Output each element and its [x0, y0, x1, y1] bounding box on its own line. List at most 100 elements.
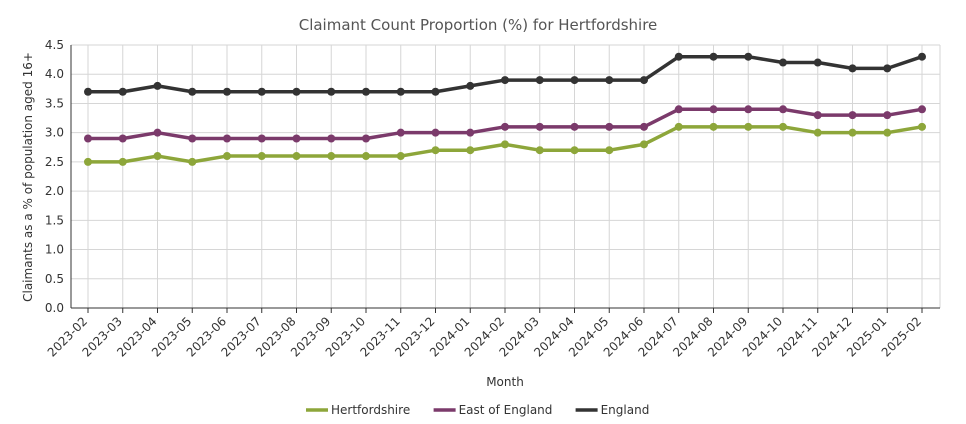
data-point[interactable]	[883, 111, 892, 120]
y-tick-label: 1.0	[45, 243, 64, 257]
data-point[interactable]	[327, 87, 336, 96]
data-point[interactable]	[779, 58, 787, 67]
data-point[interactable]	[466, 81, 475, 90]
data-point[interactable]	[918, 105, 926, 114]
data-point[interactable]	[118, 157, 127, 166]
data-point[interactable]	[674, 105, 683, 114]
data-point[interactable]	[848, 128, 857, 137]
data-point[interactable]	[501, 122, 509, 131]
data-point[interactable]	[709, 122, 718, 131]
data-point[interactable]	[84, 87, 92, 96]
gridlines	[70, 44, 941, 309]
data-point[interactable]	[813, 111, 822, 120]
legend-item[interactable]: England	[575, 403, 650, 417]
data-point[interactable]	[84, 134, 92, 143]
data-point[interactable]	[118, 87, 127, 96]
data-point[interactable]	[570, 76, 579, 85]
data-point[interactable]	[640, 122, 648, 131]
data-point[interactable]	[431, 146, 440, 155]
data-point[interactable]	[501, 76, 509, 85]
data-point[interactable]	[883, 64, 892, 73]
data-point[interactable]	[744, 122, 753, 131]
data-point[interactable]	[396, 152, 405, 161]
y-tick-label: 0.5	[45, 272, 64, 286]
data-point[interactable]	[223, 152, 231, 161]
data-point[interactable]	[605, 122, 614, 131]
data-point[interactable]	[709, 52, 718, 61]
series-hertfordshire[interactable]	[84, 122, 926, 166]
y-axis-title: Claimants as a % of population aged 16+	[21, 52, 35, 302]
data-point[interactable]	[292, 152, 301, 161]
y-axis-ticks: 0.0 0.5 1.0 1.5 2.0 2.5 3.0 3.5 4.0 4.5	[45, 38, 64, 315]
data-point[interactable]	[257, 134, 266, 143]
data-point[interactable]	[153, 152, 162, 161]
legend-label: East of England	[459, 403, 553, 417]
data-point[interactable]	[292, 134, 301, 143]
data-point[interactable]	[327, 152, 336, 161]
data-point[interactable]	[640, 76, 648, 85]
data-point[interactable]	[744, 105, 753, 114]
data-point[interactable]	[848, 111, 857, 120]
legend-label: Hertfordshire	[331, 403, 410, 417]
legend-item[interactable]: East of England	[433, 403, 553, 417]
legend-item[interactable]: Hertfordshire	[306, 403, 410, 417]
y-tick-label: 1.5	[45, 213, 64, 227]
data-point[interactable]	[674, 52, 683, 61]
data-point[interactable]	[223, 87, 231, 96]
data-point[interactable]	[918, 52, 926, 61]
data-point[interactable]	[362, 87, 370, 96]
data-point[interactable]	[779, 105, 787, 114]
y-tick-label: 3.0	[45, 126, 64, 140]
data-point[interactable]	[396, 128, 405, 137]
data-point[interactable]	[396, 87, 405, 96]
data-point[interactable]	[431, 128, 440, 137]
x-axis-title: Month	[486, 375, 524, 389]
data-point[interactable]	[188, 157, 197, 166]
data-point[interactable]	[779, 122, 787, 131]
data-point[interactable]	[362, 134, 370, 143]
data-point[interactable]	[188, 134, 197, 143]
y-tick-label: 0.0	[45, 301, 64, 315]
data-point[interactable]	[501, 140, 509, 149]
data-point[interactable]	[466, 146, 475, 155]
y-tick-label: 2.0	[45, 184, 64, 198]
data-point[interactable]	[223, 134, 231, 143]
data-point[interactable]	[570, 146, 579, 155]
data-point[interactable]	[257, 87, 266, 96]
series-lines	[84, 52, 926, 166]
data-point[interactable]	[605, 146, 614, 155]
data-point[interactable]	[431, 87, 440, 96]
data-point[interactable]	[153, 128, 162, 137]
x-axis-ticks: 2023-022023-032023-042023-052023-062023-…	[45, 308, 924, 360]
data-point[interactable]	[153, 81, 162, 90]
data-point[interactable]	[605, 76, 614, 85]
data-point[interactable]	[813, 128, 822, 137]
chart-title: Claimant Count Proportion (%) for Hertfo…	[299, 16, 658, 34]
data-point[interactable]	[292, 87, 301, 96]
data-point[interactable]	[848, 64, 857, 73]
data-point[interactable]	[327, 134, 336, 143]
y-tick-label: 4.0	[45, 67, 64, 81]
data-point[interactable]	[535, 76, 544, 85]
data-point[interactable]	[535, 146, 544, 155]
series-east-of-england[interactable]	[84, 105, 926, 143]
data-point[interactable]	[640, 140, 648, 149]
data-point[interactable]	[709, 105, 718, 114]
data-point[interactable]	[118, 134, 127, 143]
data-point[interactable]	[813, 58, 822, 67]
data-point[interactable]	[257, 152, 266, 161]
data-point[interactable]	[188, 87, 197, 96]
data-point[interactable]	[674, 122, 683, 131]
data-point[interactable]	[84, 157, 92, 166]
data-point[interactable]	[570, 122, 579, 131]
series-england[interactable]	[84, 52, 926, 96]
data-point[interactable]	[466, 128, 475, 137]
data-point[interactable]	[362, 152, 370, 161]
data-point[interactable]	[535, 122, 544, 131]
y-tick-label: 2.5	[45, 155, 64, 169]
data-point[interactable]	[883, 128, 892, 137]
data-point[interactable]	[918, 122, 926, 131]
data-point[interactable]	[744, 52, 753, 61]
legend[interactable]: Hertfordshire East of England England	[306, 403, 649, 417]
